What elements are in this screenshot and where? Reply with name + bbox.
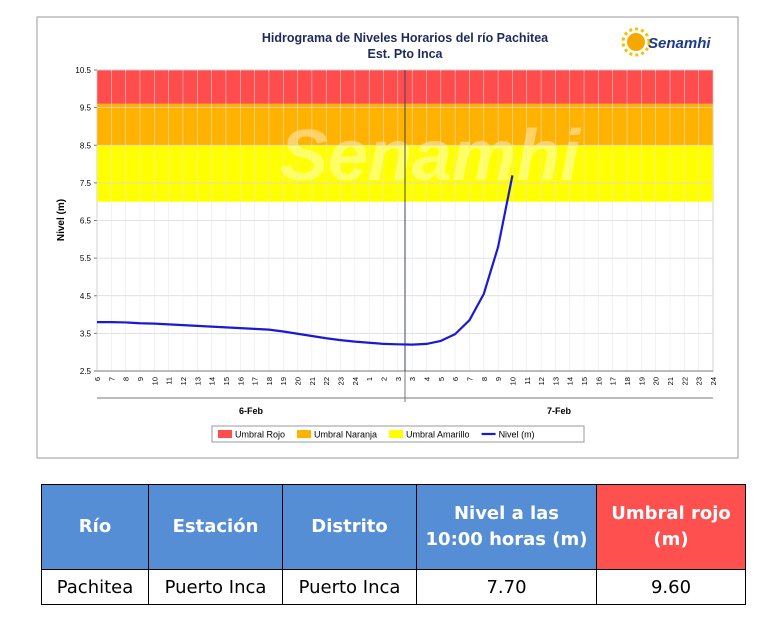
x-tick-label: 18: [265, 377, 274, 385]
legend-label: Umbral Naranja: [314, 430, 377, 440]
group-label: 6-Feb: [239, 406, 264, 416]
cell: Puerto Inca: [282, 569, 417, 605]
x-tick-label: 14: [208, 377, 217, 385]
y-tick-label: 10.5: [75, 66, 91, 75]
x-tick-label: 10: [508, 377, 517, 385]
legend-swatch: [297, 430, 312, 438]
x-tick-label: 3: [394, 377, 403, 381]
y-axis-label: Nivel (m): [56, 199, 67, 241]
x-tick-label: 20: [652, 377, 661, 385]
legend-label: Umbral Amarillo: [406, 430, 470, 440]
chart-subtitle: Est. Pto Inca: [367, 47, 443, 61]
x-tick-label: 1: [365, 377, 374, 381]
x-tick-label: 6: [451, 377, 460, 381]
x-tick-label: 11: [523, 377, 532, 385]
x-tick-label: 6: [93, 377, 102, 381]
y-tick-label: 3.5: [80, 329, 92, 338]
y-tick-label: 7.5: [80, 179, 92, 188]
legend-label: Umbral Rojo: [235, 430, 285, 440]
cell: Pachitea: [41, 569, 149, 605]
x-tick-label: 12: [179, 377, 188, 385]
chart: Hidrograma de Niveles Horarios del río P…: [36, 16, 739, 459]
x-tick-label: 8: [480, 377, 489, 381]
x-tick-label: 20: [294, 377, 303, 385]
x-tick-label: 17: [609, 377, 618, 385]
x-tick-label: 22: [322, 377, 331, 385]
x-tick-label: 15: [580, 377, 589, 385]
x-tick-label: 19: [637, 377, 646, 385]
x-tick-label: 10: [150, 377, 159, 385]
logo-sun: [627, 33, 645, 51]
x-tick-label: 9: [494, 377, 503, 381]
x-tick-label: 16: [236, 377, 245, 385]
x-tick-label: 17: [251, 377, 260, 385]
header-cell: Umbral rojo (m): [596, 484, 746, 570]
x-tick-label: 18: [623, 377, 632, 385]
cell: 7.70: [416, 569, 597, 605]
x-tick-label: 24: [709, 377, 718, 385]
legend-swatch: [218, 430, 232, 438]
x-tick-label: 16: [594, 377, 603, 385]
logo: Senamhi: [621, 27, 711, 57]
series-line: [97, 175, 514, 346]
x-tick-label: 5: [437, 377, 446, 381]
cell: 9.60: [596, 569, 746, 605]
header-cell: Río: [41, 484, 149, 570]
legend-swatch: [389, 430, 404, 438]
cell: Puerto Inca: [148, 569, 283, 605]
data-table: Río Estación Distrito Nivel a las 10:00 …: [41, 484, 746, 605]
x-tick-label: 3: [408, 377, 417, 381]
x-tick-label: 2: [380, 377, 389, 381]
x-tick-label: 13: [193, 377, 202, 385]
legend-label: Nivel (m): [499, 430, 535, 440]
x-tick-label: 23: [695, 377, 704, 385]
x-tick-label: 9: [136, 377, 145, 381]
y-tick-label: 6.5: [80, 217, 92, 226]
x-tick-label: 8: [122, 377, 131, 381]
x-tick-label: 24: [351, 377, 360, 385]
y-tick-label: 5.5: [80, 254, 92, 263]
x-tick-label: 11: [165, 377, 174, 385]
logo-text: Senamhi: [648, 35, 711, 52]
x-tick-label: 7: [465, 377, 474, 381]
chart-title: Hidrograma de Niveles Horarios del río P…: [262, 31, 549, 45]
x-tick-label: 22: [680, 377, 689, 385]
x-tick-label: 12: [537, 377, 546, 385]
x-tick-label: 13: [551, 377, 560, 385]
x-tick-label: 4: [422, 377, 431, 381]
x-tick-label: 21: [666, 377, 675, 385]
x-tick-label: 19: [279, 377, 288, 385]
y-tick-label: 2.5: [80, 367, 92, 376]
y-tick-label: 8.5: [80, 141, 92, 150]
y-tick-label: 4.5: [80, 292, 92, 301]
legend: Umbral Rojo Umbral Naranja Umbral Amarillo…: [211, 425, 585, 443]
x-tick-label: 7: [107, 377, 116, 381]
data-row: Pachitea Puerto Inca Puerto Inca 7.70 9.…: [41, 569, 746, 605]
group-label: 7-Feb: [547, 406, 572, 416]
logo-rays: [621, 27, 651, 57]
x-tick-label: 23: [337, 377, 346, 385]
x-tick-label: 21: [308, 377, 317, 385]
header-cell: Distrito: [282, 484, 417, 570]
watermark: Senamhi: [280, 116, 582, 196]
x-tick-label: 14: [566, 377, 575, 385]
x-tick-label: 15: [222, 377, 231, 385]
header-cell: Nivel a las 10:00 horas (m): [416, 484, 597, 570]
y-tick-label: 9.5: [80, 104, 92, 113]
header-cell: Estación: [148, 484, 283, 570]
header-row: Río Estación Distrito Nivel a las 10:00 …: [41, 484, 746, 570]
